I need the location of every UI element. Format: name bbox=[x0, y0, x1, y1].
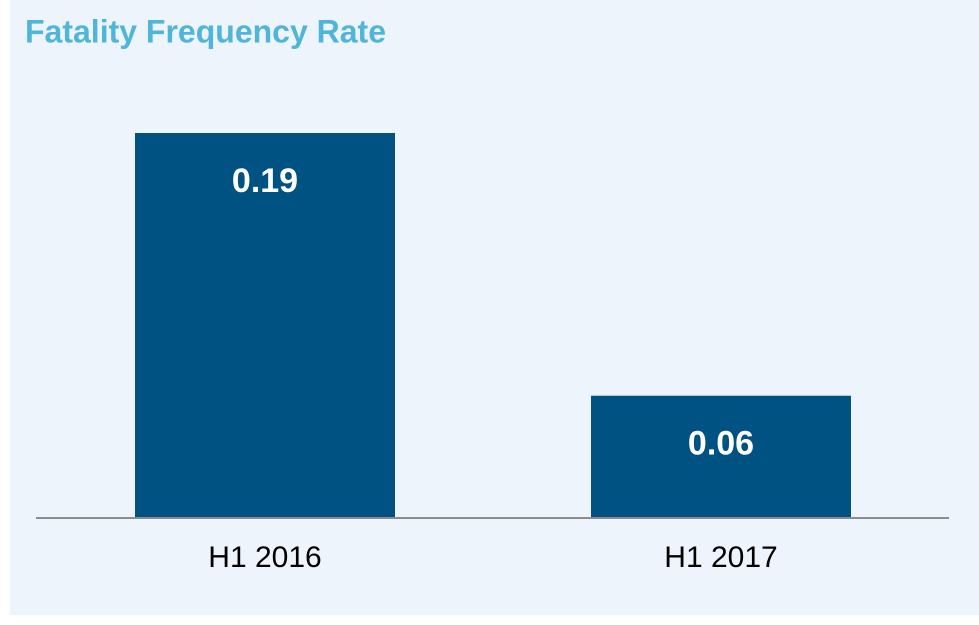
x-tick-label: H1 2016 bbox=[208, 541, 321, 574]
chart-title: Fatality Frequency Rate bbox=[25, 13, 386, 49]
value-label: 0.19 bbox=[232, 162, 298, 200]
bar bbox=[135, 133, 395, 517]
x-tick-label: H1 2017 bbox=[664, 541, 777, 574]
bar bbox=[591, 395, 851, 517]
value-label: 0.06 bbox=[688, 425, 754, 463]
